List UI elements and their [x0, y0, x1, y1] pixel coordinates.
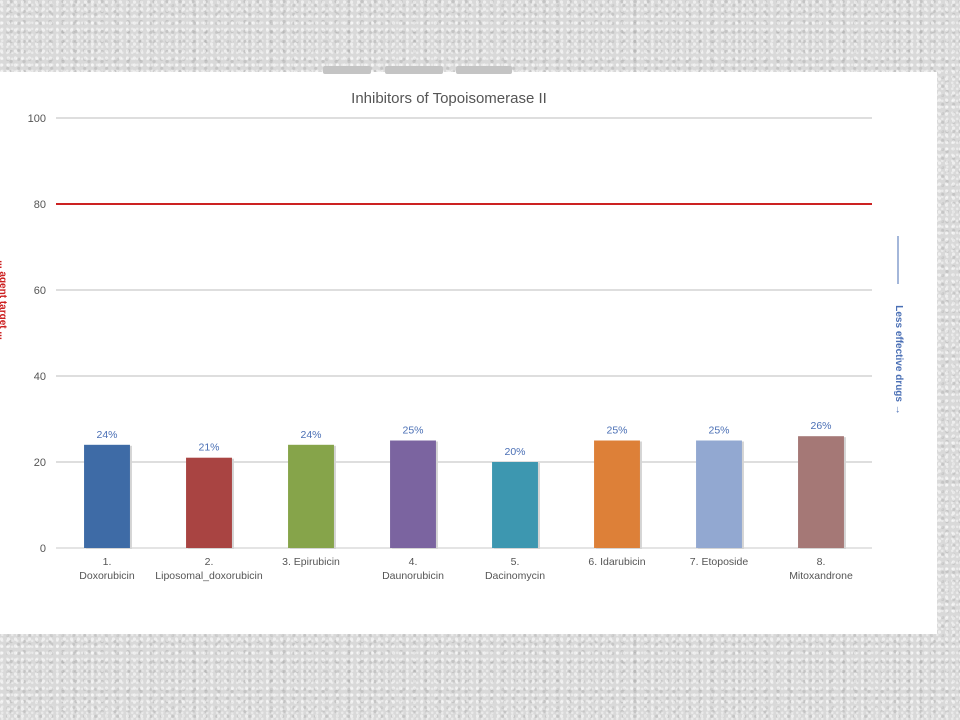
data-label: 24%: [300, 429, 321, 441]
x-tick-label: Mitoxandrone: [789, 570, 853, 582]
data-label: 25%: [708, 425, 729, 437]
x-tick-label: Dacinomycin: [485, 570, 545, 582]
y-tick-label: 20: [34, 457, 46, 469]
data-labels: 24% 21% 24% 25% 20% 25% 25% 26%: [96, 420, 831, 458]
x-tick-label: 5.: [511, 556, 520, 568]
bar: [492, 462, 538, 548]
x-tick-label: 2.: [205, 556, 214, 568]
data-label: 21%: [198, 442, 219, 454]
gridlines: [56, 117, 872, 549]
x-tick-label: 6. Idarubicin: [588, 556, 645, 568]
bar: [186, 457, 232, 548]
x-axis-ticks: 1. Doxorubicin 2. Liposomal_doxorubicin 3. E…: [79, 556, 853, 582]
x-tick-label: 1.: [103, 556, 112, 568]
x-tick-label: 3. Epirubicin: [282, 556, 340, 568]
x-tick-label: Daunorubicin: [382, 570, 444, 582]
cropped-heading-fragment: [385, 66, 443, 74]
cropped-heading-fragment: [456, 66, 512, 74]
bar: [84, 444, 130, 548]
x-tick-label: 4.: [409, 556, 418, 568]
x-tick-label: 7. Etoposide: [690, 556, 749, 568]
bar: [390, 440, 436, 548]
left-side-label: ... agent target ...: [0, 260, 8, 340]
bar: [288, 444, 334, 548]
right-side-label: Less effective drugs →: [893, 305, 904, 414]
y-tick-label: 0: [40, 543, 46, 555]
bars: [84, 436, 846, 549]
bar: [696, 440, 742, 548]
y-tick-label: 40: [34, 371, 46, 383]
data-label: 26%: [810, 420, 831, 432]
y-tick-label: 60: [34, 285, 46, 297]
data-label: 25%: [402, 425, 423, 437]
slide-panel: [0, 72, 937, 634]
y-axis-ticks: 0 20 40 60 80 100: [28, 113, 46, 555]
bar: [594, 440, 640, 548]
data-label: 24%: [96, 429, 117, 441]
y-tick-label: 100: [28, 113, 46, 125]
x-tick-label: 8.: [817, 556, 826, 568]
y-tick-label: 80: [34, 199, 46, 211]
chart-title: Inhibitors of Topoisomerase II: [351, 90, 547, 107]
data-label: 20%: [504, 446, 525, 458]
x-tick-label: Liposomal_doxorubicin: [155, 570, 263, 582]
x-tick-label: Doxorubicin: [79, 570, 135, 582]
bar: [798, 436, 844, 548]
cropped-heading-fragment: [323, 66, 371, 74]
data-label: 25%: [606, 425, 627, 437]
